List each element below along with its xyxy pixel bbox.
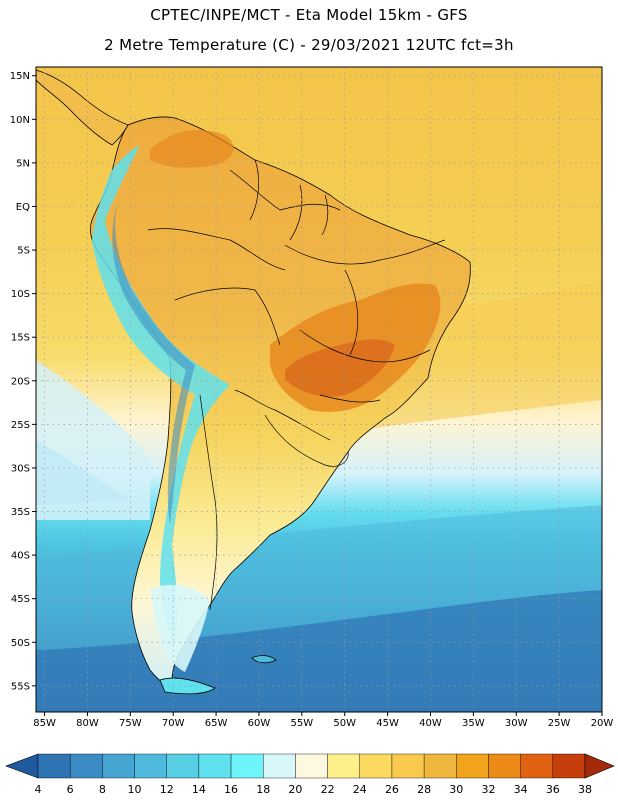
- colorbar-swatch: [37, 753, 71, 779]
- colorbar-label: 18: [256, 783, 271, 796]
- lat-tick-label: 55S: [11, 681, 30, 692]
- lat-tick-label: 45S: [11, 594, 30, 605]
- colorbar-swatch: [230, 753, 264, 779]
- colorbar-label: 26: [384, 783, 399, 796]
- colorbar-label: 32: [481, 783, 496, 796]
- colorbar-swatch: [263, 753, 296, 779]
- tierra-del-fuego: [159, 677, 216, 695]
- colorbar-label: 8: [98, 783, 106, 796]
- colorbar-label: 34: [513, 783, 528, 796]
- map-frame: [35, 66, 603, 713]
- colorbar-label: 14: [191, 783, 206, 796]
- central-america-landmass: [36, 69, 129, 146]
- lon-tick-label: 40W: [419, 718, 442, 729]
- lon-tick-label: 70W: [162, 718, 185, 729]
- lat-tick-label: 50S: [11, 638, 30, 649]
- colorbar-swatch: [488, 753, 521, 779]
- colorbar-label: 36: [545, 783, 560, 796]
- colorbar-label: 12: [159, 783, 174, 796]
- colorbar-swatch: [423, 753, 457, 779]
- country-borders: [147, 159, 446, 611]
- lon-tick-label: 20W: [591, 718, 614, 729]
- lon-tick-label: 85W: [33, 718, 56, 729]
- hot-zone-venezuela: [150, 130, 234, 168]
- lon-tick-label: 75W: [119, 718, 142, 729]
- longitude-axis: 85W 80W 75W 70W 65W 60W 55W 50W 45W 40W 35W 30W 25W 2…: [33, 712, 613, 729]
- colorbar-swatch: [520, 753, 554, 779]
- colorbar-swatch: [166, 753, 200, 779]
- cool-pacific-inner: [36, 440, 130, 505]
- temperature-colorbar: [5, 753, 615, 779]
- colorbar-label: 16: [224, 783, 239, 796]
- lat-tick-label: 5N: [16, 158, 30, 169]
- colorbar-label: 10: [127, 783, 142, 796]
- patagonia-cool-zone: [150, 584, 210, 672]
- lat-tick-label: 40S: [11, 551, 30, 562]
- colorbar-label: 20: [288, 783, 303, 796]
- lon-tick-label: 80W: [76, 718, 99, 729]
- falkland-islands: [251, 655, 277, 664]
- hot-zone-core: [285, 339, 395, 397]
- colorbar-high-arrow: [584, 753, 615, 779]
- lon-tick-label: 55W: [291, 718, 314, 729]
- colorbar-swatch: [295, 753, 328, 779]
- colorbar-label: 38: [578, 783, 592, 796]
- map-title-line1: CPTEC/INPE/MCT - Eta Model 15km - GFS: [150, 6, 468, 24]
- colorbar-label: 4: [34, 783, 42, 796]
- colorbar-label: 6: [66, 783, 74, 796]
- colorbar-label: 24: [352, 783, 367, 796]
- colorbar-label: 28: [417, 783, 432, 796]
- colorbar-swatch: [456, 753, 489, 779]
- colorbar-swatch: [198, 753, 232, 779]
- lat-tick-label: 20S: [11, 376, 30, 387]
- lat-tick-label: 15N: [10, 71, 30, 82]
- colorbar-swatch: [391, 753, 425, 779]
- lat-tick-label: 10N: [10, 115, 30, 126]
- colorbar-swatch: [552, 753, 586, 779]
- colorbar-swatch: [102, 753, 135, 779]
- andes-core-strip: [112, 200, 195, 525]
- lon-tick-label: 50W: [333, 718, 356, 729]
- map-title-line2: 2 Metre Temperature (C) - 29/03/2021 12U…: [104, 36, 514, 54]
- colorbar-label: 30: [449, 783, 464, 796]
- lat-lon-grid: [36, 67, 602, 712]
- colorbar-swatch: [69, 753, 103, 779]
- colorbar-swatch: [327, 753, 360, 779]
- lon-tick-label: 35W: [462, 718, 485, 729]
- lat-tick-label: 5S: [17, 246, 30, 257]
- colorbar-low-arrow: [5, 753, 39, 779]
- lon-tick-label: 25W: [548, 718, 571, 729]
- lon-tick-label: 45W: [376, 718, 399, 729]
- lon-tick-label: 30W: [505, 718, 528, 729]
- lat-tick-label: 30S: [11, 463, 30, 474]
- lon-tick-label: 65W: [205, 718, 228, 729]
- lat-tick-label: 15S: [11, 333, 30, 344]
- colorbar-swatch: [359, 753, 393, 779]
- lon-tick-label: 60W: [248, 718, 271, 729]
- lat-tick-label: 35S: [11, 507, 30, 518]
- colorbar-label: 22: [320, 783, 335, 796]
- lat-tick-label: EQ: [16, 202, 30, 213]
- latitude-axis: 15N 10N 5N EQ 5S 10S 15S 20S 25S 30S 35S 40S 45S 50S 5…: [10, 71, 36, 692]
- lat-tick-label: 25S: [11, 420, 30, 431]
- andes-cold-strip: [92, 145, 230, 640]
- lat-tick-label: 10S: [11, 289, 30, 300]
- colorbar-swatch: [134, 753, 167, 779]
